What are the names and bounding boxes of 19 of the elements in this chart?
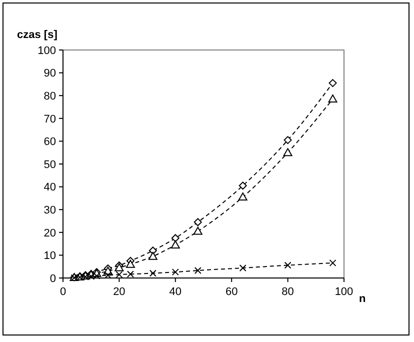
x-tick-label: 80 — [282, 286, 294, 298]
y-tick-label: 70 — [44, 113, 56, 126]
y-tick-label: 60 — [44, 136, 56, 148]
y-tick-label: 20 — [44, 227, 56, 240]
y-tick-label: 40 — [44, 182, 56, 194]
y-tick-label: 0 — [50, 272, 56, 285]
x-tick-label: 20 — [113, 286, 126, 298]
x-axis-title: n — [359, 293, 366, 305]
x-tick-label: 40 — [169, 286, 182, 298]
y-tick-label: 30 — [44, 204, 56, 216]
x-tick-label: 60 — [225, 286, 238, 298]
y-axis-title: czas [s] — [17, 29, 58, 41]
y-tick-label: 100 — [38, 44, 56, 57]
y-tick-label: 10 — [44, 250, 56, 262]
y-tick-label: 80 — [44, 90, 56, 102]
y-tick-label: 50 — [44, 158, 56, 171]
x-tick-label: 0 — [60, 286, 66, 298]
y-tick-label: 90 — [44, 68, 56, 80]
x-tick-label: 100 — [334, 286, 354, 298]
